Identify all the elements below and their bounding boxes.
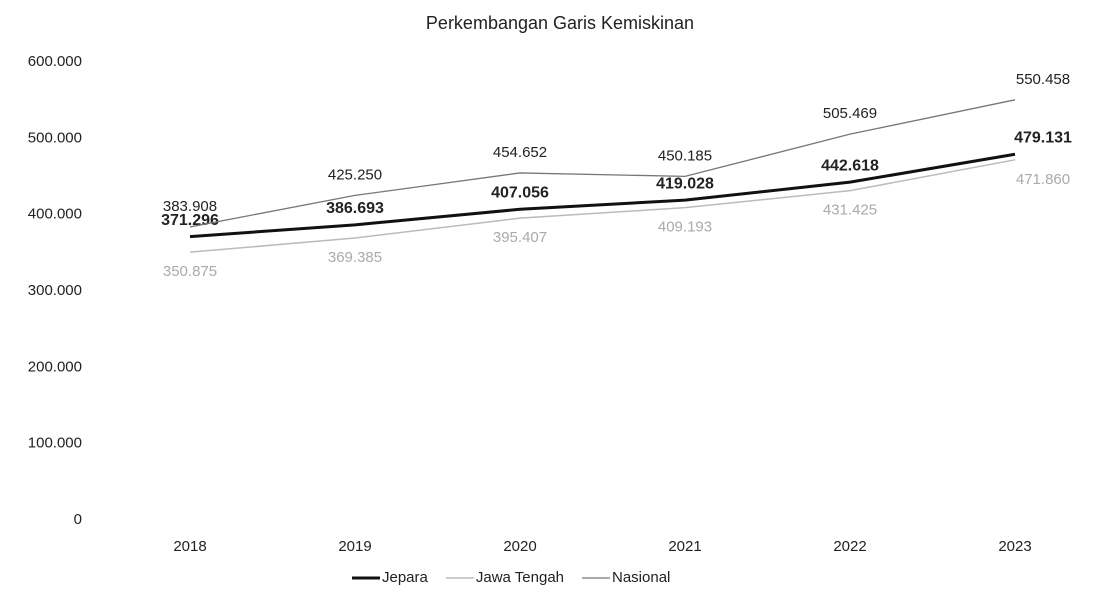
data-label: 471.860 [1016,171,1070,188]
data-label: 407.056 [491,184,549,201]
data-label: 386.693 [326,200,384,217]
series-line [189,152,1016,239]
data-label: 409.193 [658,219,712,236]
data-label: 454.652 [493,144,547,161]
x-tick-label: 2023 [998,538,1031,555]
x-tick-label: 2019 [338,538,371,555]
data-label: 431.425 [823,202,877,219]
series-line [189,99,1016,228]
legend-label: Nasional [612,569,670,586]
data-label: 383.908 [163,198,217,215]
legend-label: Jepara [382,569,429,586]
data-label: 350.875 [163,263,217,280]
data-label: 442.618 [821,157,879,174]
x-tick-label: 2020 [503,538,536,555]
legend-label: Jawa Tengah [476,569,564,586]
y-tick-label: 500.000 [28,129,82,146]
y-tick-label: 400.000 [28,206,82,223]
x-tick-label: 2021 [668,538,701,555]
data-label: 505.469 [823,105,877,122]
data-label: 425.250 [328,166,382,183]
y-tick-label: 200.000 [28,358,82,375]
data-label: 419.028 [656,175,714,192]
x-tick-label: 2022 [833,538,866,555]
chart-title: Perkembangan Garis Kemiskinan [426,13,694,33]
x-tick-label: 2018 [173,538,206,555]
data-label: 450.185 [658,147,712,164]
data-label: 395.407 [493,229,547,246]
data-label: 369.385 [328,249,382,266]
y-tick-label: 600.000 [28,53,82,70]
y-tick-label: 300.000 [28,282,82,299]
y-tick-label: 100.000 [28,435,82,452]
data-label: 479.131 [1014,129,1072,146]
y-tick-label: 0 [74,511,82,528]
series-line [189,159,1016,253]
data-label: 550.458 [1016,71,1070,88]
